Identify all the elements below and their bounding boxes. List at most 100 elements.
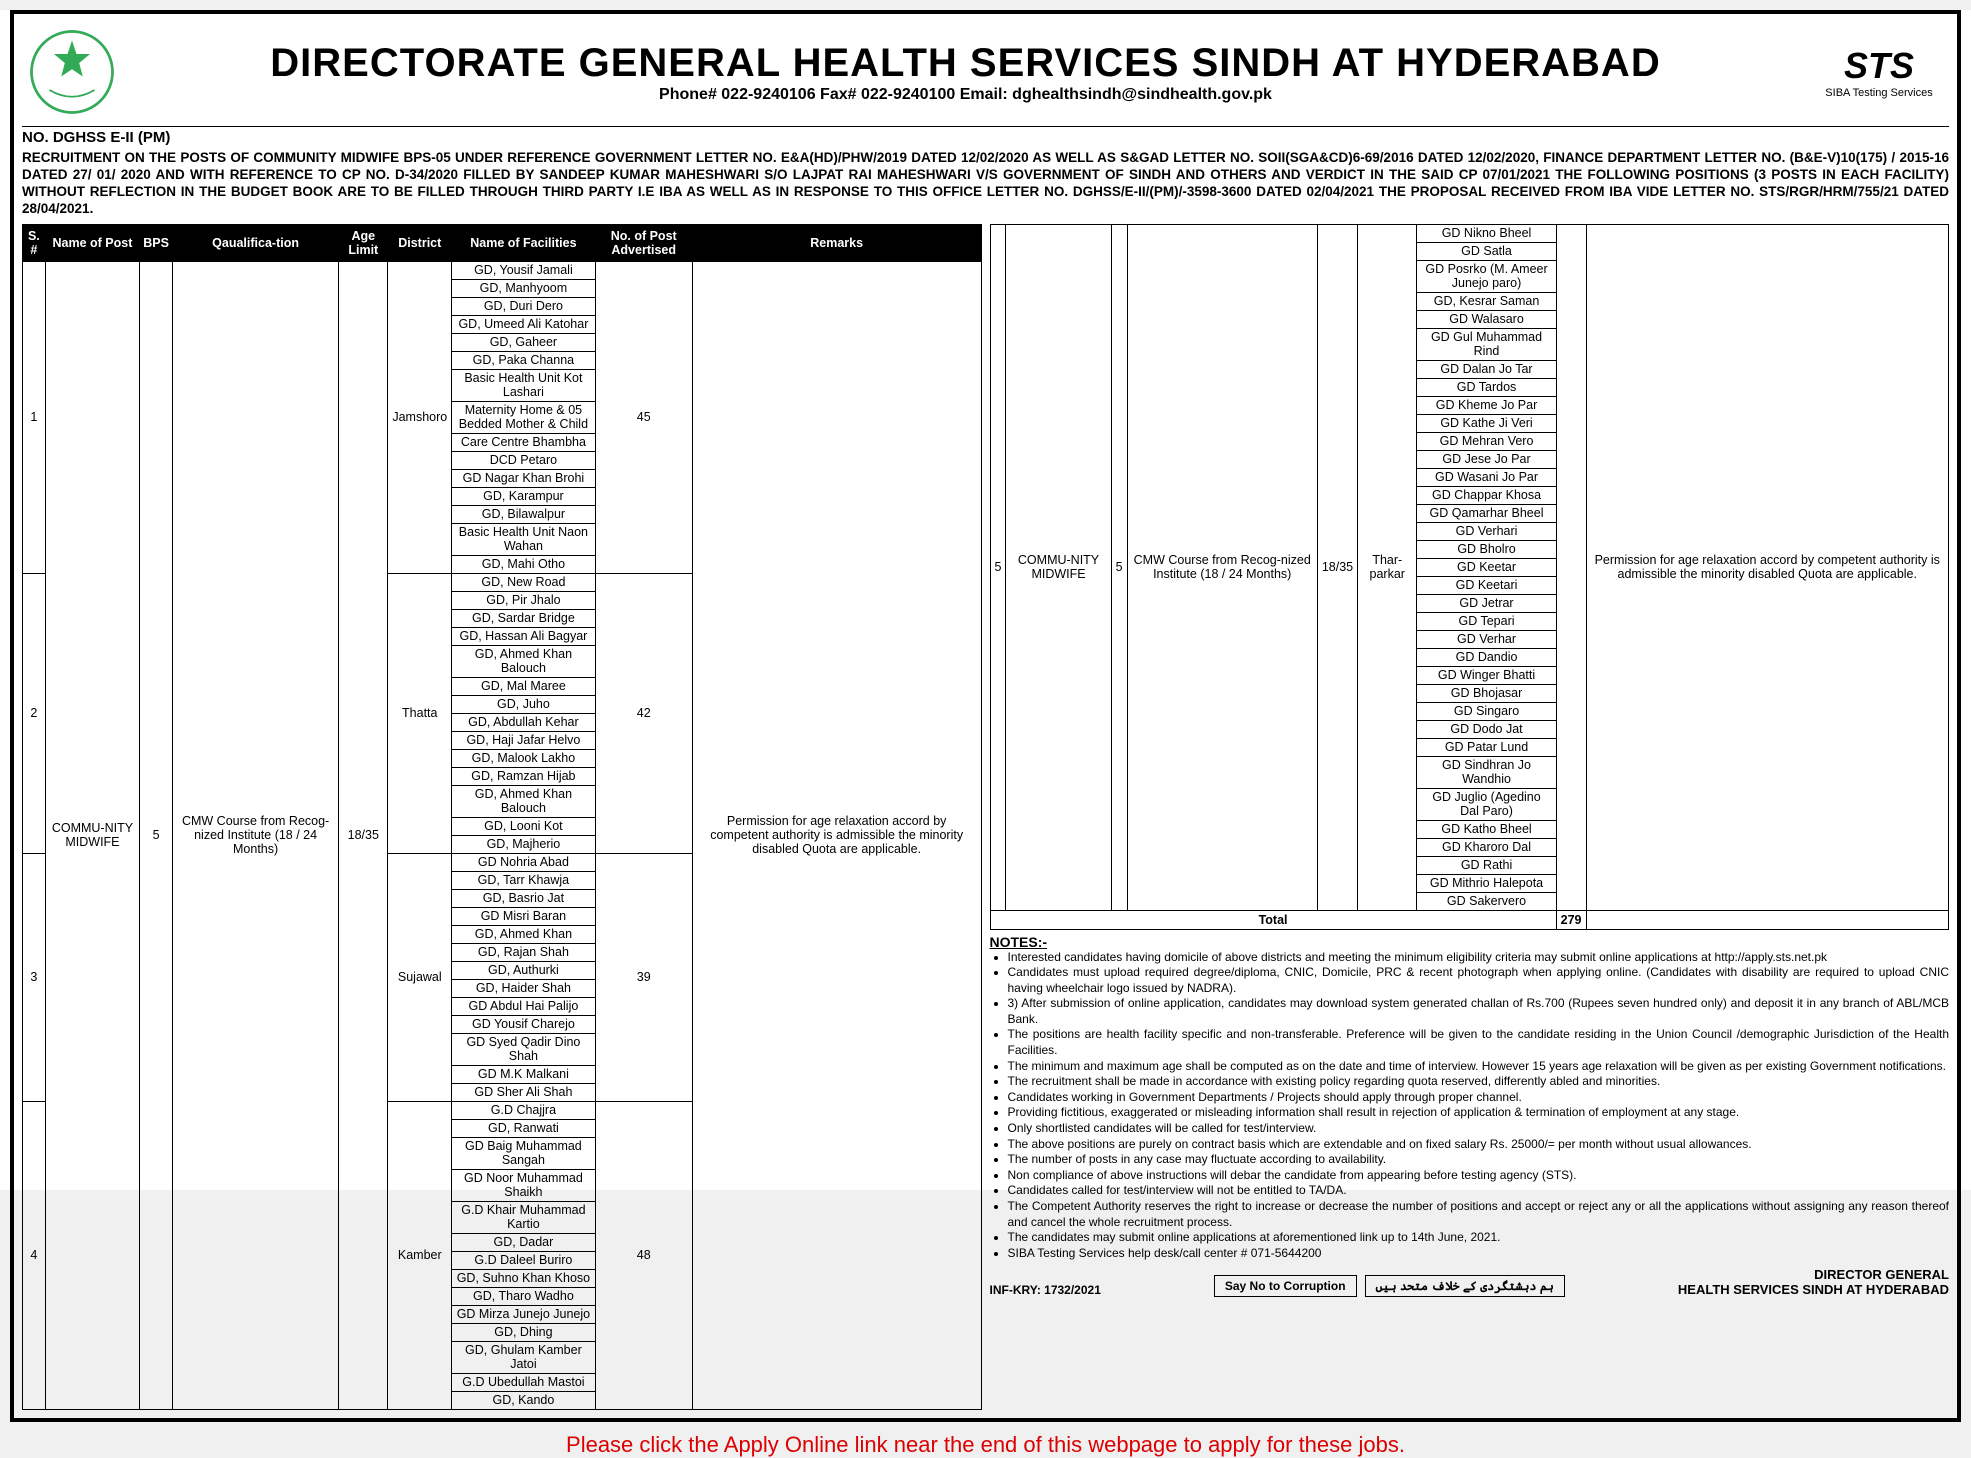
facility-cell: GD Posrko (M. Ameer Junejo paro) — [1417, 260, 1556, 292]
facility-cell: GD Walasaro — [1417, 310, 1556, 328]
notes-heading: NOTES:- — [990, 934, 1950, 950]
facility-cell: GD Juglio (Agedino Dal Paro) — [1417, 788, 1556, 820]
note-item: The above positions are purely on contra… — [1008, 1137, 1950, 1153]
facility-cell: GD Keetar — [1417, 558, 1556, 576]
facility-cell: GD, Authurki — [452, 961, 595, 979]
facility-cell: GD Verhar — [1417, 630, 1556, 648]
inf-number: INF-KRY: 1732/2021 — [990, 1283, 1101, 1297]
reference-no: NO. DGHSS E-II (PM) — [22, 129, 1949, 146]
post-name-cell: COMMU-NITY MIDWIFE — [45, 261, 140, 1409]
table-header: Name of Facilities — [452, 224, 595, 261]
facility-cell: GD Kheme Jo Par — [1417, 396, 1556, 414]
footer-row: INF-KRY: 1732/2021 Say No to Corruption … — [990, 1267, 1950, 1297]
note-item: The positions are health facility specif… — [1008, 1027, 1950, 1058]
table-header: Remarks — [692, 224, 981, 261]
total-value: 279 — [1556, 910, 1586, 929]
note-item: Candidates must upload required degree/d… — [1008, 965, 1950, 996]
ad-frame: DIRECTORATE GENERAL HEALTH SERVICES SIND… — [10, 10, 1961, 1422]
note-item: The number of posts in any case may fluc… — [1008, 1152, 1950, 1168]
facility-cell: GD Gul Muhammad Rind — [1417, 328, 1556, 360]
facility-cell: GD Winger Bhatti — [1417, 666, 1556, 684]
age-cell: 18/35 — [1317, 224, 1357, 910]
facility-cell: GD, Juho — [452, 695, 595, 713]
table-header: Qaualifica-tion — [172, 224, 338, 261]
bps-cell: 5 — [140, 261, 173, 1409]
district-cell: Jamshoro — [388, 261, 452, 573]
table-header: BPS — [140, 224, 173, 261]
facility-cell: GD Verhari — [1417, 522, 1556, 540]
facility-cell: GD Dandio — [1417, 648, 1556, 666]
facility-cell: GD Patar Lund — [1417, 738, 1556, 756]
bps-cell: 5 — [1111, 224, 1127, 910]
intro-paragraph: RECRUITMENT ON THE POSTS OF COMMUNITY MI… — [22, 150, 1949, 218]
district-cell: Thar-parkar — [1358, 224, 1417, 910]
facility-cell: GD, Haider Shah — [452, 979, 595, 997]
total-label: Total — [990, 910, 1556, 929]
facility-cell: GD, Ghulam Kamber Jatoi — [452, 1341, 595, 1373]
facility-cell: GD Nagar Khan Brohi — [452, 469, 595, 487]
district-cell: Thatta — [388, 573, 452, 853]
facility-cell: GD, Malook Lakho — [452, 749, 595, 767]
facility-cell: GD Chappar Khosa — [1417, 486, 1556, 504]
facility-cell: GD, Majherio — [452, 835, 595, 853]
header: DIRECTORATE GENERAL HEALTH SERVICES SIND… — [22, 22, 1949, 127]
serial-cell: 3 — [23, 853, 46, 1101]
urdu-box: ہم دہشتگردی کے خلاف متحد ہیں — [1365, 1275, 1565, 1297]
facility-cell: GD, Suhno Khan Khoso — [452, 1269, 595, 1287]
posts-table-left: S. #Name of PostBPSQaualifica-tionAge Li… — [22, 224, 982, 1410]
note-item: The recruitment shall be made in accorda… — [1008, 1074, 1950, 1090]
qualification-cell: CMW Course from Recog-nized Institute (1… — [172, 261, 338, 1409]
facility-cell: GD Tepari — [1417, 612, 1556, 630]
facility-cell: GD, Gaheer — [452, 333, 595, 351]
apply-online-line[interactable]: Please click the Apply Online link near … — [0, 1432, 1971, 1458]
facility-cell: GD, Ahmed Khan Balouch — [452, 785, 595, 817]
facility-cell: GD Syed Qadir Dino Shah — [452, 1033, 595, 1065]
sts-text: STS — [1809, 45, 1949, 87]
note-item: The Competent Authority reserves the rig… — [1008, 1199, 1950, 1230]
facility-cell: GD, Duri Dero — [452, 297, 595, 315]
facility-cell: GD, Hassan Ali Bagyar — [452, 627, 595, 645]
facility-cell: GD Sher Ali Shah — [452, 1083, 595, 1101]
table-header: Name of Post — [45, 224, 140, 261]
facility-cell: G.D Daleel Buriro — [452, 1251, 595, 1269]
facility-cell: GD Katho Bheel — [1417, 820, 1556, 838]
govt-emblem-icon — [22, 22, 122, 122]
facility-cell: GD Abdul Hai Palijo — [452, 997, 595, 1015]
facility-cell: GD, Sardar Bridge — [452, 609, 595, 627]
facility-cell: GD, Paka Channa — [452, 351, 595, 369]
facility-cell: GD Mirza Junejo Junejo — [452, 1305, 595, 1323]
table-row: 5COMMU-NITY MIDWIFE5CMW Course from Reco… — [990, 224, 1949, 242]
facility-cell: GD, Bilawalpur — [452, 505, 595, 523]
facility-cell: GD Bhojasar — [1417, 684, 1556, 702]
facility-cell: GD Dalan Jo Tar — [1417, 360, 1556, 378]
facility-cell: GD Tardos — [1417, 378, 1556, 396]
posts-count-cell: 39 — [595, 853, 692, 1101]
facility-cell: Basic Health Unit Naon Wahan — [452, 523, 595, 555]
facility-cell: GD Jetrar — [1417, 594, 1556, 612]
facility-cell: G.D Ubedullah Mastoi — [452, 1373, 595, 1391]
facility-cell: DCD Petaro — [452, 451, 595, 469]
note-item: Only shortlisted candidates will be call… — [1008, 1121, 1950, 1137]
facility-cell: GD, Mal Maree — [452, 677, 595, 695]
facility-cell: GD, New Road — [452, 573, 595, 591]
facility-cell: GD, Karampur — [452, 487, 595, 505]
director-line2: HEALTH SERVICES SINDH AT HYDERABAD — [1678, 1282, 1949, 1297]
facility-cell: GD Kharoro Dal — [1417, 838, 1556, 856]
facility-cell: GD Qamarhar Bheel — [1417, 504, 1556, 522]
serial-cell: 1 — [23, 261, 46, 573]
note-item: Interested candidates having domicile of… — [1008, 950, 1950, 966]
facility-cell: GD, Tarr Khawja — [452, 871, 595, 889]
facility-cell: GD, Looni Kot — [452, 817, 595, 835]
anti-corruption-box: Say No to Corruption — [1214, 1275, 1357, 1297]
qualification-cell: CMW Course from Recog-nized Institute (1… — [1127, 224, 1317, 910]
facility-cell: Maternity Home & 05 Bedded Mother & Chil… — [452, 401, 595, 433]
posts-count-cell: 45 — [595, 261, 692, 573]
facility-cell: GD Noor Muhammad Shaikh — [452, 1169, 595, 1201]
district-cell: Sujawal — [388, 853, 452, 1101]
table-header: District — [388, 224, 452, 261]
facility-cell: Basic Health Unit Kot Lashari — [452, 369, 595, 401]
facility-cell: GD, Ramzan Hijab — [452, 767, 595, 785]
remarks-cell: Permission for age relaxation accord by … — [692, 261, 981, 1409]
facility-cell: GD Bholro — [1417, 540, 1556, 558]
sts-logo: STS SIBA Testing Services — [1809, 45, 1949, 99]
